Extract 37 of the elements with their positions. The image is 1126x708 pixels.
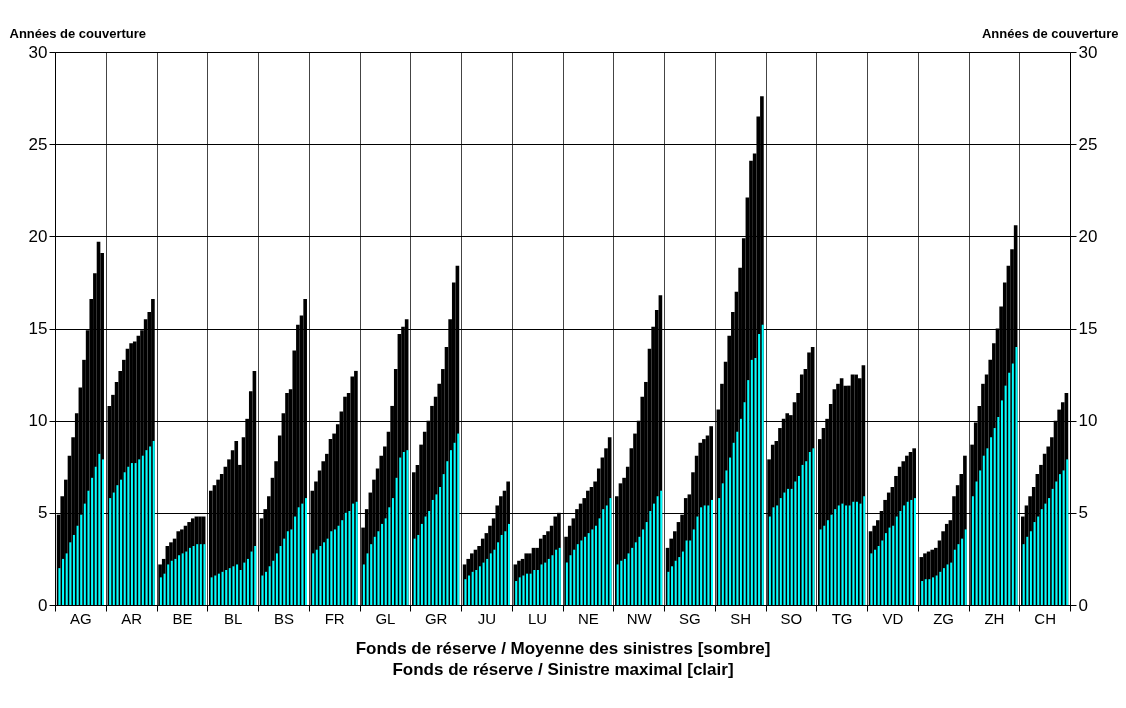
- x-tick-label: CH: [1034, 609, 1056, 627]
- x-tick-label: BL: [223, 609, 243, 627]
- y2-axis-title: Années de couverture: [981, 25, 1119, 41]
- x-tick-label: JU: [477, 609, 497, 627]
- y-tick-label: 0: [38, 595, 48, 615]
- y2-tick-label: 30: [1078, 42, 1098, 62]
- x-tick-label: FR: [324, 609, 345, 627]
- x-tick-label: ZH: [984, 609, 1005, 627]
- y2-tick-label: 20: [1078, 226, 1098, 246]
- y2-tick-label: 15: [1078, 319, 1098, 338]
- y-tick-label: 15: [28, 319, 48, 338]
- x-axis-title: Fonds de réserve / Moyenne des sinistres [sombre] Fonds de réserve / Sinistre maximal [clair]: [355, 638, 771, 679]
- x-tick-label: BE: [172, 609, 193, 627]
- x-tick-label: SH: [730, 609, 752, 627]
- x-tick-label: BS: [273, 609, 294, 627]
- y2-tick-label: 25: [1078, 134, 1098, 154]
- y-tick-label: 5: [38, 503, 48, 523]
- x-tick-label: ZG: [933, 609, 955, 627]
- x-tick-label: TG: [831, 609, 853, 627]
- y2-tick-label: 5: [1078, 503, 1088, 523]
- x-tick-label: GR: [424, 609, 448, 627]
- y-axis-title: Années de couverture: [9, 25, 147, 41]
- y-tick-label: 30: [28, 42, 48, 62]
- x-tick-label: GL: [375, 609, 396, 627]
- y-tick-label: 20: [28, 226, 48, 246]
- x-tick-label: NW: [626, 609, 653, 627]
- y2-tick-label: 0: [1078, 595, 1088, 615]
- x-tick-label: NE: [577, 609, 599, 627]
- x-tick-label: LU: [528, 609, 548, 627]
- y2-tick-label: 10: [1078, 411, 1098, 431]
- x-tick-label: AR: [121, 609, 143, 627]
- x-tick-label: AG: [70, 609, 92, 627]
- y-tick-label: 10: [28, 411, 48, 431]
- x-tick-label: VD: [882, 609, 904, 627]
- y-tick-label: 25: [28, 134, 48, 154]
- x-tick-label: SO: [780, 609, 803, 627]
- x-tick-label: SG: [679, 609, 701, 627]
